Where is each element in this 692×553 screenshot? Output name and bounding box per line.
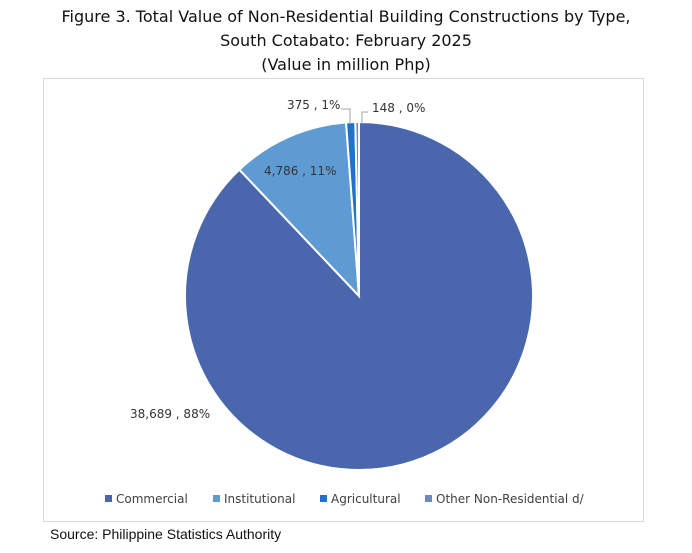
legend-swatch (425, 495, 432, 502)
legend-label: Agricultural (331, 492, 401, 506)
legend-item: Agricultural (320, 492, 401, 506)
legend-item: Institutional (213, 492, 295, 506)
legend-item: Commercial (105, 492, 188, 506)
data-label: 375 , 1% (287, 98, 340, 112)
chart-title-line-1: Figure 3. Total Value of Non-Residential… (61, 7, 631, 26)
legend-item: Other Non-Residential d/ (425, 492, 585, 506)
data-label: 38,689 , 88% (130, 407, 210, 421)
source-note: Source: Philippine Statistics Authority (50, 526, 282, 542)
pie-slice-other-non-residential-d (354, 120, 360, 297)
data-label: 4,786 , 11% (264, 164, 336, 178)
chart-area-frame (43, 78, 644, 522)
leader-line (361, 111, 368, 124)
chart-title-line-3: (Value in million Php) (261, 55, 431, 74)
pie-slice-institutional (237, 121, 361, 299)
legend-label: Institutional (224, 492, 295, 506)
legend-label: Other Non-Residential d/ (436, 492, 585, 506)
legend-label: Commercial (116, 492, 188, 506)
chart-title-line-2: South Cotabato: February 2025 (220, 31, 472, 50)
legend-swatch (105, 495, 112, 502)
legend-swatch (320, 495, 327, 502)
leader-line (341, 108, 351, 124)
legend-swatch (213, 495, 220, 502)
data-label: 148 , 0% (372, 101, 425, 115)
